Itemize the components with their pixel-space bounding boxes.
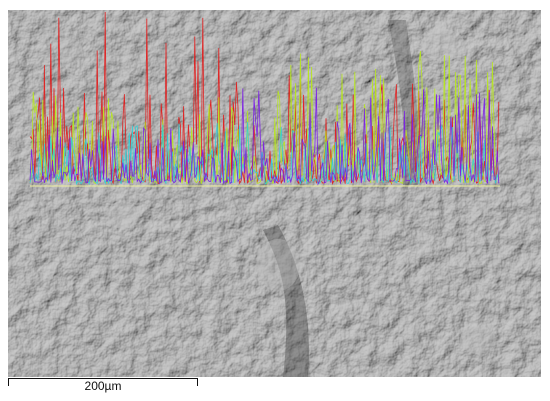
- scale-bar-label: 200µm: [84, 379, 122, 393]
- sem-micrograph: [8, 10, 541, 377]
- grain-particle: [421, 29, 465, 61]
- surface-grain: [8, 10, 541, 377]
- linescan-trace: [29, 87, 500, 186]
- grain-particle: [54, 38, 82, 62]
- grain-particle: [107, 201, 139, 229]
- eds-linescan: [29, 11, 500, 186]
- scale-bar: [8, 378, 198, 386]
- sem-image-svg: [8, 10, 541, 377]
- grain-particle: [256, 239, 300, 291]
- linescan-trace: [29, 121, 500, 186]
- grain-particle: [460, 326, 496, 354]
- crack-shadow: [263, 225, 309, 377]
